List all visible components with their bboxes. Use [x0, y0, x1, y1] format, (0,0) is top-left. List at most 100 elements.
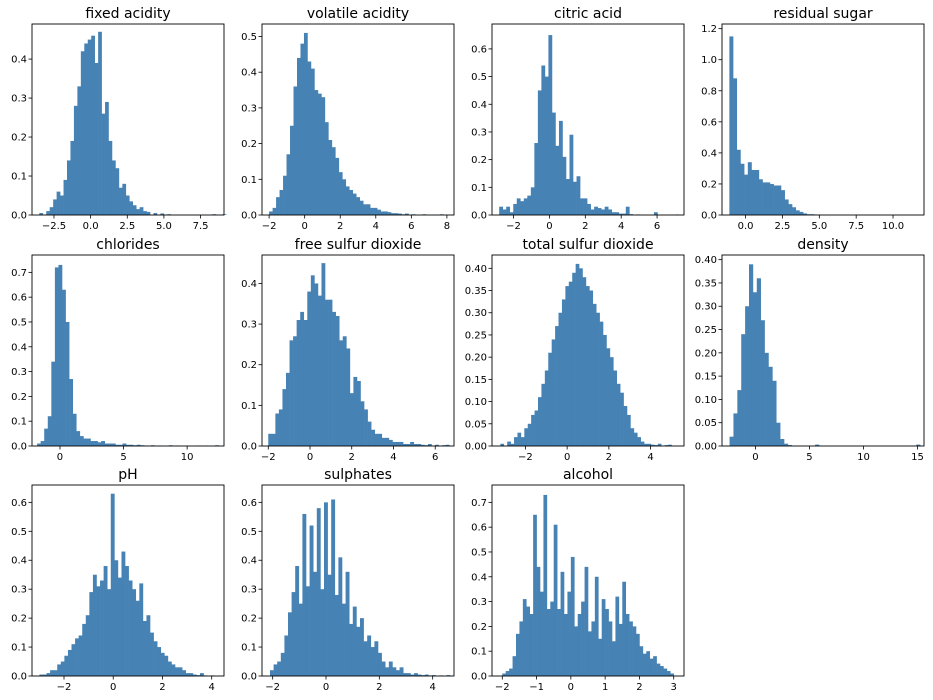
- histogram-bar: [293, 86, 298, 215]
- x-tick-label: 8: [444, 221, 450, 232]
- x-tick-label: 0: [568, 682, 574, 693]
- histogram-bar: [582, 277, 587, 446]
- histogram-bar: [104, 443, 109, 446]
- histogram-bar: [576, 176, 581, 215]
- histogram-bar: [574, 626, 579, 676]
- histogram-bar: [502, 209, 507, 215]
- histogram-bar: [303, 32, 308, 216]
- histogram-bar: [526, 606, 531, 676]
- histogram-bar: [107, 589, 112, 676]
- y-tick-label: 0.3: [11, 367, 27, 378]
- y-tick-label: 0.5: [241, 527, 257, 538]
- x-tick-label: 0: [323, 682, 329, 693]
- histogram-bar: [67, 160, 71, 215]
- x-tick-label: 10: [857, 452, 870, 463]
- x-tick-label: 0.0: [83, 221, 99, 232]
- histogram-bar: [524, 428, 529, 446]
- histogram-bar: [122, 443, 127, 446]
- histogram-bar: [70, 140, 75, 215]
- subplot-density: density 0 5 10 15 0.00 0.05 0.10 0.15 0.20 0.25 0.3…: [695, 237, 925, 463]
- histogram-bar: [108, 140, 113, 215]
- histogram-bar: [551, 339, 556, 446]
- subplot-residual-sugar: residual sugar 0.0 2.5 5.0 7.5 10.0 0.0 0.2 0.4 0…: [701, 6, 925, 232]
- histogram-bar: [136, 209, 140, 215]
- y-tick-label: 0.4: [241, 556, 257, 567]
- histogram-bar: [555, 326, 559, 446]
- histogram-bar: [512, 656, 517, 676]
- histogram-bar: [733, 78, 738, 215]
- histogram-bar: [345, 571, 350, 676]
- histogram-bar: [310, 275, 315, 446]
- subplot-free-sulfur-dioxide: free sulfur dioxide −2 0 2 4 6 0.0 0.1 0.2 0.3 0.4: [241, 237, 455, 463]
- histogram-bar: [97, 442, 102, 446]
- histogram-bar: [146, 211, 151, 215]
- y-tick-label: 0.35: [465, 286, 487, 297]
- histogram-bar: [546, 609, 551, 676]
- histogram-bar: [622, 213, 627, 215]
- histogram-bar: [541, 65, 546, 216]
- histogram-bar: [122, 183, 127, 215]
- subplot-citric-acid: citric acid −2 0 2 4 6 0.0 0.1 0.2 0.3 0.4 0.5 0.6: [471, 6, 685, 232]
- subplot-alcohol: alcohol −2 −1 0 1 2 3 0.0 0.1 0.2 0.3 0.4 0.5 0.6 0.7: [471, 467, 685, 693]
- x-tick-label: −2: [262, 221, 277, 232]
- histogram-bar: [51, 361, 56, 446]
- histogram-bar: [758, 179, 763, 215]
- histogram-bar: [399, 441, 404, 446]
- histogram-bar: [46, 211, 51, 215]
- subplot-title: chlorides: [96, 237, 159, 253]
- histogram-bar: [283, 175, 287, 215]
- histogram-bar: [316, 508, 321, 676]
- x-tick-label: 4: [373, 221, 379, 232]
- x-tick-label: 4: [618, 221, 624, 232]
- histogram-bar: [392, 667, 397, 676]
- histogram-bar: [505, 671, 510, 676]
- histogram-bar: [599, 321, 604, 446]
- histogram-bar: [53, 199, 57, 215]
- histogram-bar: [103, 566, 108, 676]
- y-tick-label: 0.4: [241, 68, 257, 79]
- histogram-bar: [413, 443, 418, 446]
- histogram-bar: [523, 198, 528, 215]
- histogram-bar: [339, 340, 344, 446]
- histogram-bars: [37, 264, 219, 446]
- y-tick-label: 0.0: [11, 442, 27, 453]
- histogram-bar: [536, 566, 541, 676]
- y-tick-label: 0.4: [471, 100, 487, 111]
- histogram-bar: [736, 149, 741, 215]
- histogram-bar: [644, 443, 648, 446]
- x-tick-label: 2: [606, 452, 612, 463]
- histogram-bar: [335, 157, 340, 215]
- x-tick-label: 2: [582, 221, 588, 232]
- histogram-bar: [64, 655, 69, 676]
- histogram-bar: [69, 379, 73, 446]
- x-tick-label: 5: [806, 452, 812, 463]
- histogram-bar: [420, 444, 425, 446]
- histogram-bar: [366, 204, 371, 215]
- histogram-bar: [79, 436, 84, 446]
- histogram-bar: [157, 647, 162, 676]
- histogram-bar: [306, 586, 310, 676]
- histogram-bar: [385, 667, 390, 676]
- histogram-bar: [175, 667, 179, 676]
- histogram-bar: [359, 200, 364, 215]
- histogram-bar: [784, 443, 789, 446]
- histogram-bar: [787, 445, 793, 446]
- y-tick-label: 0.0: [701, 211, 717, 222]
- histogram-bar: [126, 444, 130, 446]
- histogram-bar: [280, 652, 285, 676]
- histogram-bar: [565, 286, 570, 446]
- histogram-bar: [90, 441, 95, 446]
- histogram-bar: [752, 292, 758, 446]
- x-tick-label: 4: [390, 452, 396, 463]
- histogram-bar: [307, 291, 312, 446]
- histogram-bar: [115, 444, 120, 446]
- histogram-bar: [89, 592, 94, 676]
- histogram-bar: [601, 209, 605, 215]
- histogram-bar: [332, 311, 336, 446]
- x-tick-label: 6: [432, 452, 438, 463]
- histogram-bar: [650, 444, 655, 446]
- histogram-bar: [666, 671, 671, 676]
- histogram-bar: [313, 571, 318, 676]
- histogram-bar: [356, 626, 361, 676]
- histogram-bar: [65, 321, 70, 446]
